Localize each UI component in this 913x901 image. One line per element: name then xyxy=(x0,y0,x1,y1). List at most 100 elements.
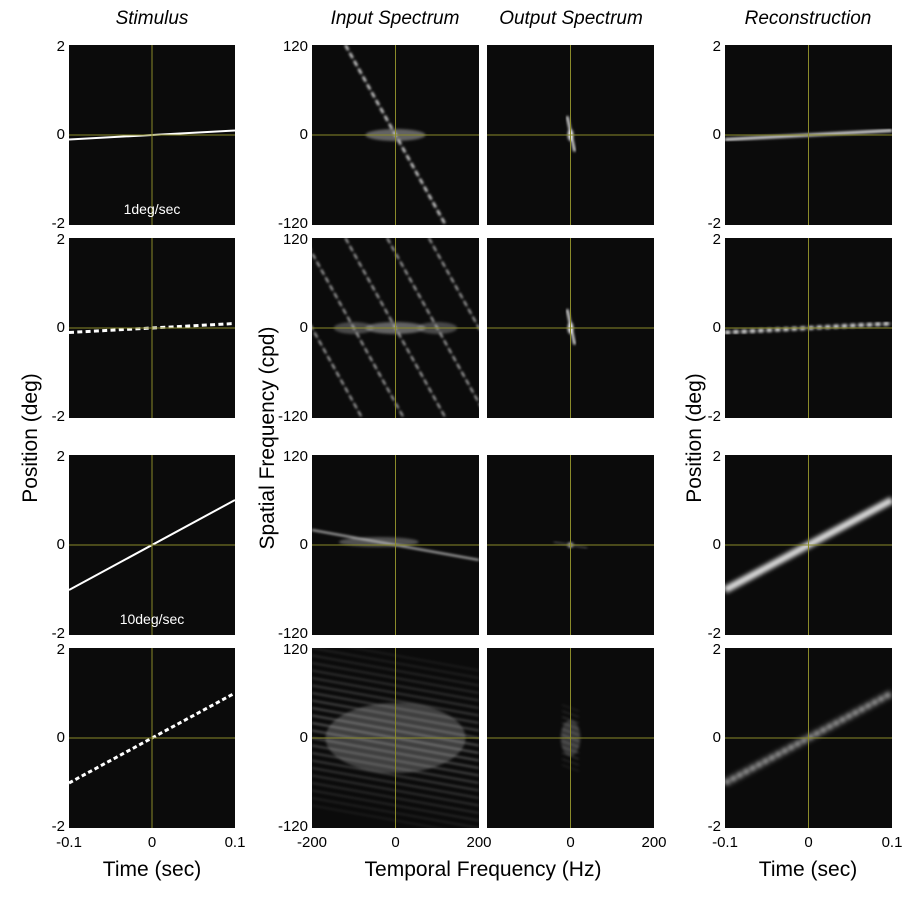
title-stimulus: Stimulus xyxy=(115,8,189,29)
motion-sample xyxy=(157,731,163,736)
position-axis-label-right: Position (deg) xyxy=(683,373,706,503)
position-tick-row-4-2: -2 xyxy=(51,818,65,835)
position-tick-row-4-0: 2 xyxy=(712,641,721,658)
input-plot-row-3 xyxy=(312,455,479,635)
input-plot-row-2 xyxy=(312,238,479,418)
recon-plot-row-3 xyxy=(725,455,892,635)
position-tick-row-4-0: 2 xyxy=(56,641,65,658)
motion-sample xyxy=(106,758,112,764)
recon-plot-row-1 xyxy=(725,45,892,225)
input-panel-row-2 xyxy=(312,238,479,418)
spatial-freq-tick-row-1-1: 0 xyxy=(299,126,308,143)
spatial-freq-tick-row-2-1: 0 xyxy=(299,319,308,336)
temporal-freq-tick-col-2-2: 200 xyxy=(466,834,492,851)
input-panel-row-4 xyxy=(312,648,479,828)
motion-sample xyxy=(74,776,80,781)
motion-sample xyxy=(170,724,176,729)
temporal-freq-tick-col-2-0: -200 xyxy=(296,834,328,851)
stimulus-panel-row-1 xyxy=(69,45,235,225)
temporal-freq-tick-col-3-1: 0 xyxy=(566,834,575,851)
motion-sample xyxy=(202,706,208,712)
input-plot-row-1 xyxy=(312,45,479,225)
motion-sample xyxy=(87,769,93,774)
position-tick-row-1-0: 2 xyxy=(712,38,721,55)
position-tick-row-3-1: 0 xyxy=(56,536,65,553)
output-plot-row-4 xyxy=(487,648,654,828)
spatial-freq-tick-row-1-2: -120 xyxy=(277,215,308,232)
position-tick-row-1-1: 0 xyxy=(56,126,65,143)
title-reconstruction: Reconstruction xyxy=(744,8,872,29)
position-axis-label-left: Position (deg) xyxy=(19,373,42,503)
title-input-spectrum: Input Spectrum xyxy=(330,8,460,29)
motion-sample xyxy=(69,779,74,785)
motion-sample xyxy=(125,748,132,754)
motion-sample xyxy=(215,699,221,705)
motion-sample xyxy=(81,772,87,778)
recon-plot-row-2 xyxy=(725,238,892,418)
spectrum-line xyxy=(312,326,363,418)
motion-sample xyxy=(189,713,195,719)
recon-plot-row-4 xyxy=(725,648,892,828)
temporal-frequency-axis-label: Temporal Frequency (Hz) xyxy=(364,858,602,881)
spatial-freq-tick-row-4-1: 0 xyxy=(299,729,308,746)
position-tick-row-2-0: 2 xyxy=(712,231,721,248)
position-tick-row-1-2: -2 xyxy=(707,215,721,232)
spatial-freq-tick-row-3-0: 120 xyxy=(282,448,308,465)
motion-sample xyxy=(176,720,183,726)
motion-sample xyxy=(164,727,170,733)
spatial-freq-tick-row-2-2: -120 xyxy=(277,408,308,425)
position-tick-row-3-0: 2 xyxy=(712,448,721,465)
spatial-freq-tick-row-4-0: 120 xyxy=(282,641,308,658)
output-panel-row-3 xyxy=(487,455,654,635)
time-tick-col-4-2: 0.1 xyxy=(881,834,903,851)
position-tick-row-2-1: 0 xyxy=(712,319,721,336)
speed-annotation-fast: 10deg/sec xyxy=(119,611,185,627)
motion-sample xyxy=(112,755,119,761)
position-tick-row-2-2: -2 xyxy=(51,408,65,425)
speed-annotation-slow: 1deg/sec xyxy=(123,201,181,217)
motion-sample xyxy=(221,696,227,702)
spatial-frequency-axis-label: Spatial Frequency (cpd) xyxy=(256,326,279,550)
temporal-freq-tick-col-2-1: 0 xyxy=(391,834,400,851)
time-tick-col-4-0: -0.1 xyxy=(712,834,738,851)
time-axis-label-left: Time (sec) xyxy=(102,858,202,881)
time-tick-col-4-1: 0 xyxy=(804,834,813,851)
position-tick-row-1-0: 2 xyxy=(56,38,65,55)
stimulus-plot-row-1 xyxy=(69,45,235,225)
recon-panel-row-3 xyxy=(725,455,892,635)
motion-sample xyxy=(138,741,144,747)
motion-sample xyxy=(132,744,138,750)
time-tick-col-1-2: 0.1 xyxy=(224,834,246,851)
time-tick-col-1-1: 0 xyxy=(147,834,157,851)
spatial-freq-tick-row-3-1: 0 xyxy=(299,536,308,553)
position-tick-row-1-2: -2 xyxy=(51,215,65,232)
position-tick-row-3-2: -2 xyxy=(707,625,721,642)
position-tick-row-3-0: 2 xyxy=(56,448,65,465)
input-panel-row-1 xyxy=(312,45,479,225)
recon-panel-row-4 xyxy=(725,648,892,828)
output-panel-row-1 xyxy=(487,45,654,225)
spatial-freq-tick-row-1-0: 120 xyxy=(282,38,308,55)
motion-sample xyxy=(195,710,202,716)
output-plot-row-3 xyxy=(487,455,654,635)
time-tick-col-1-0: -0.1 xyxy=(56,834,82,851)
position-tick-row-2-1: 0 xyxy=(56,319,65,336)
output-panel-row-4 xyxy=(487,648,654,828)
motion-sample xyxy=(93,765,100,771)
motion-sample xyxy=(227,693,234,698)
position-tick-row-1-1: 0 xyxy=(712,126,721,143)
position-tick-row-2-0: 2 xyxy=(56,231,65,248)
temporal-freq-tick-col-3-2: 200 xyxy=(641,834,667,851)
output-plot-row-1 xyxy=(487,45,654,225)
motion-sample xyxy=(100,762,106,768)
motion-sample xyxy=(183,717,189,723)
position-tick-row-4-1: 0 xyxy=(56,729,65,746)
time-axis-label-right: Time (sec) xyxy=(758,858,858,881)
stimulus-panel-row-2 xyxy=(69,238,235,418)
spatial-freq-tick-row-3-2: -120 xyxy=(277,625,308,642)
spatial-freq-tick-row-4-2: -120 xyxy=(277,818,308,835)
input-plot-row-4 xyxy=(312,648,479,828)
stimulus-panel-row-3 xyxy=(69,455,235,635)
stimulus-plot-row-2 xyxy=(69,238,235,418)
position-tick-row-2-2: -2 xyxy=(707,408,721,425)
